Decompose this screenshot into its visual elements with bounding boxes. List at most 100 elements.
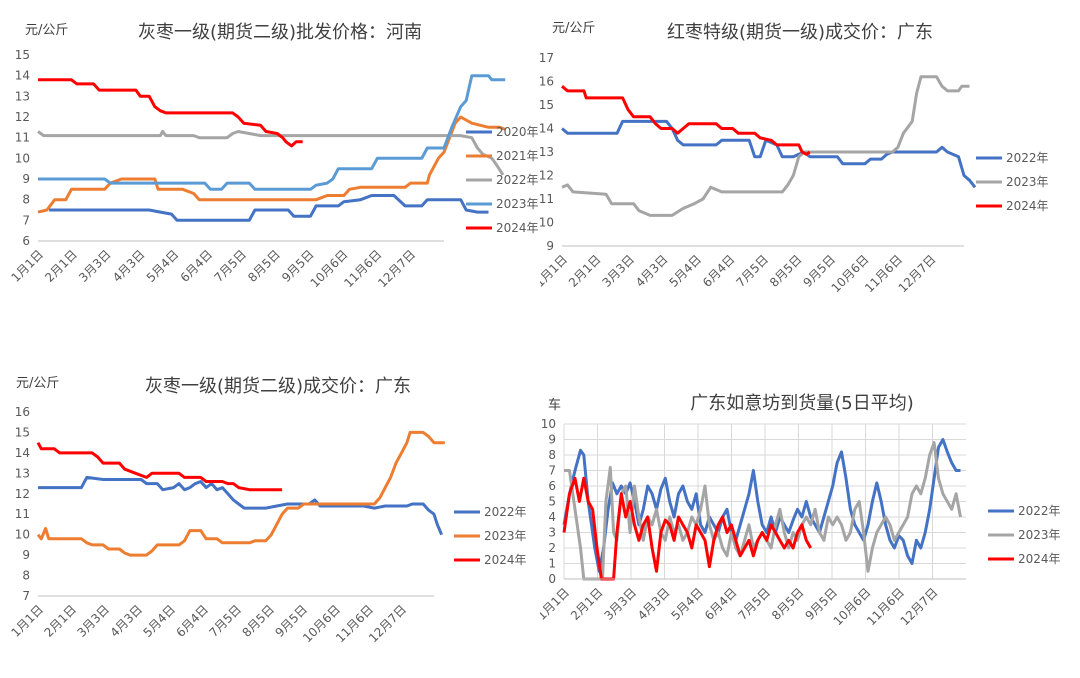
y-tick-label: 14 [15,446,30,460]
y-tick-label: 15 [540,98,554,112]
series-line-2023年 [38,74,506,191]
y-tick-label: 7 [22,213,30,227]
x-tick-label: 12月7日 [898,585,941,628]
chart-svg: 红枣特级(期货一级)成交价：广东 元/公斤 9 10 11 12 13 14 15 16 17 1… [532,21,1049,295]
chart-title: 灰枣一级(期货二级)成交价：广东 [145,376,411,397]
legend-label: 2024年 [1018,552,1061,566]
chart-guangdong-gray-jujube-price: 灰枣一级(期货二级)成交价：广东 元/公斤 7 8 9 10 11 12 13 14 15 16 1… [0,337,540,674]
y-axis-unit: 车 [548,397,561,413]
legend-label: 2022年 [1018,504,1061,518]
chart-svg: 灰枣一级(期货二级)批发价格：河南 元/公斤 6 7 8 9 10 11 12 13 14 15 1… [8,22,539,290]
x-tick-label: 1月1日 [540,585,572,623]
x-tick-label: 3月3日 [74,602,112,640]
x-tick-label: 8月5日 [239,602,277,640]
y-tick-label: 4 [548,510,556,524]
x-tick-label: 2月1日 [42,247,80,285]
legend-label: 2022年 [1006,151,1049,165]
y-tick-label: 6 [548,479,556,493]
y-tick-label: 13 [540,145,554,159]
series-line-2022年 [561,119,977,189]
y-tick-label: 2 [548,541,556,555]
y-tick-label: 12 [15,487,30,501]
legend-label: 2024年 [1006,199,1049,213]
legend-label: 2024年 [496,221,539,235]
x-tick-label: 3月3日 [76,247,114,285]
x-tick-label: 2月1日 [568,585,606,623]
series-line-2022年 [37,130,505,176]
y-tick-label: 14 [540,122,554,136]
chart-svg: 广东如意坊到货量(5日平均) 车 01 23 45 67 89 10 1月1日2月1日3月3… [534,393,1061,628]
x-tick-label: 8月5日 [245,247,283,285]
chart-guangdong-ruyifang-arrivals: 广东如意坊到货量(5日平均) 车 0 1 2 3 4 5 6 7 8 9 10 1月1日 2月1日 3月3… [534,337,1080,674]
y-tick-label: 15 [15,425,30,439]
x-tick-label: 3月3日 [601,585,639,623]
x-tick-label: 4月3日 [635,585,673,623]
x-tick-label: 5月4日 [668,585,706,623]
series-line-2024年 [38,78,303,148]
x-tick-label: 2月1日 [566,252,604,290]
x-tick-label: 1月1日 [8,602,46,640]
x-tick-label: 5月4日 [140,602,178,640]
x-tick-label: 6月4日 [700,252,738,290]
legend-label: 2023年 [1018,528,1061,542]
chart-title: 广东如意坊到货量(5日平均) [690,393,914,414]
y-tick-label: 12 [540,169,554,183]
x-tick-label: 7月5日 [733,252,771,290]
y-tick-label: 9 [546,239,554,253]
y-tick-label: 8 [22,193,30,207]
legend-label: 2020年 [496,125,539,139]
y-tick-label: 10 [15,151,30,165]
legend-label: 2023年 [496,197,539,211]
y-tick-label: 15 [15,48,30,62]
y-axis-unit: 元/公斤 [25,23,68,38]
x-tick-label: 12月7日 [896,252,939,295]
y-tick-label: 16 [15,405,30,419]
series-line-2022年 [38,475,443,536]
y-tick-label: 1 [548,557,556,571]
series-line-2023年 [561,75,970,217]
y-tick-label: 0 [548,572,556,586]
x-tick-label: 4月3日 [110,247,148,285]
y-tick-label: 10 [541,417,556,431]
legend-label: 2022年 [496,173,539,187]
legend-label: 2023年 [1006,175,1049,189]
x-tick-label: 6月4日 [173,602,211,640]
chart-svg: 灰枣一级(期货二级)成交价：广东 元/公斤 7 8 9 10 11 12 13 14 15 16 1… [8,376,527,645]
y-tick-label: 9 [22,172,30,186]
y-axis-unit: 元/公斤 [552,21,595,36]
x-tick-label: 1月1日 [540,252,570,290]
y-tick-label: 11 [15,507,30,521]
y-tick-label: 8 [548,448,556,462]
series-line-2023年 [36,430,445,557]
x-tick-label: 12月7日 [375,247,418,290]
y-tick-label: 7 [22,589,30,603]
y-tick-label: 13 [15,466,30,480]
y-axis-unit: 元/公斤 [16,376,59,391]
y-tick-label: 16 [540,75,554,89]
x-tick-label: 2月1日 [41,602,79,640]
series-line-2024年 [36,441,283,492]
y-tick-label: 5 [548,495,556,509]
y-tick-label: 6 [22,234,30,248]
x-tick-label: 1月1日 [8,247,46,285]
legend-label: 2023年 [484,529,527,543]
y-tick-label: 10 [540,216,554,230]
legend-label: 2022年 [484,505,527,519]
x-tick-label: 4月3日 [107,602,145,640]
x-tick-label: 7月5日 [211,247,249,285]
series-line-2024年 [561,85,811,156]
x-tick-label: 5月4日 [666,252,704,290]
y-tick-label: 12 [15,110,30,124]
y-tick-label: 3 [548,526,556,540]
y-tick-label: 10 [15,528,30,542]
y-tick-label: 17 [540,51,554,65]
x-tick-label: 7月5日 [735,585,773,623]
chart-title: 灰枣一级(期货二级)批发价格：河南 [138,22,422,43]
series-line-2020年 [49,194,489,222]
y-tick-label: 9 [22,548,30,562]
y-tick-label: 11 [15,131,30,145]
x-tick-label: 8月5日 [769,585,807,623]
x-tick-label: 6月4日 [178,247,216,285]
x-tick-label: 5月4日 [144,247,182,285]
y-tick-label: 9 [548,433,556,447]
